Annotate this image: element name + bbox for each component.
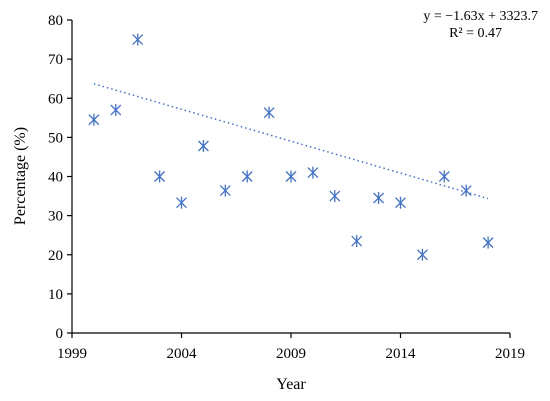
y-axis-title: Percentage (%) — [12, 127, 29, 225]
data-point — [416, 248, 428, 261]
data-point — [395, 196, 406, 209]
y-tick-label: 60 — [48, 91, 63, 107]
y-tick-label: 0 — [56, 326, 64, 342]
y-tick-label: 30 — [48, 209, 63, 225]
trendline-r-squared: R² = 0.47 — [449, 26, 502, 41]
data-point — [438, 170, 450, 183]
x-tick-label: 1999 — [57, 346, 87, 362]
data-point — [329, 190, 341, 203]
linear-trendline — [93, 83, 489, 200]
data-points — [88, 33, 494, 261]
data-point — [373, 192, 385, 205]
y-axis-ticks: 0 10 20 30 40 50 60 70 80 — [48, 13, 72, 342]
trendline-equation: y = −1.63x + 3323.7 — [423, 9, 538, 24]
y-tick-label: 40 — [48, 170, 63, 186]
data-point — [88, 113, 100, 126]
data-point — [351, 235, 363, 248]
data-point — [176, 196, 187, 209]
y-tick-label: 20 — [48, 248, 63, 264]
x-axis-title: Year — [276, 376, 306, 393]
data-point — [482, 236, 494, 249]
x-tick-label: 2004 — [167, 346, 198, 362]
data-point — [241, 170, 253, 183]
y-tick-label: 10 — [48, 287, 63, 303]
data-point — [263, 106, 275, 119]
data-point — [154, 170, 166, 183]
data-point — [460, 184, 472, 197]
data-point — [219, 184, 231, 197]
data-point — [307, 166, 319, 179]
x-tick-label: 2009 — [276, 346, 306, 362]
x-axis-ticks: 1999 2004 2009 2014 2019 — [57, 333, 525, 362]
y-tick-label: 70 — [48, 52, 63, 68]
data-point — [285, 170, 297, 183]
y-tick-label: 50 — [48, 130, 63, 146]
data-point — [197, 139, 209, 152]
data-point — [132, 33, 144, 46]
data-point — [110, 103, 122, 116]
x-tick-label: 2014 — [386, 346, 417, 362]
y-tick-label: 80 — [48, 13, 63, 29]
x-tick-label: 2019 — [495, 346, 525, 362]
